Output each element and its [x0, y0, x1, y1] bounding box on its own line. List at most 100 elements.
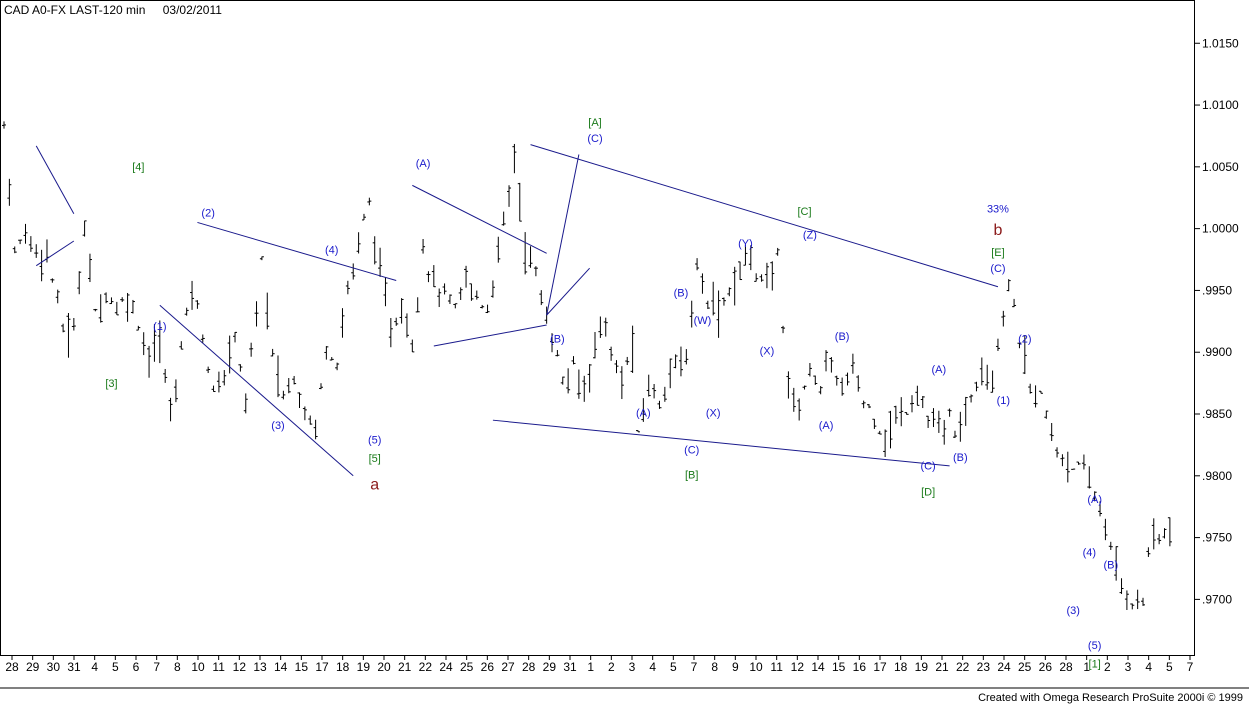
x-tick-label: 30 [47, 660, 61, 674]
wave-label: [E] [991, 247, 1004, 259]
wave-label: (Z) [803, 230, 817, 242]
wave-label: (B) [674, 288, 689, 300]
wave-label: (2) [1018, 333, 1031, 345]
x-tick-label: 1 [587, 660, 594, 674]
plot-frame [0, 0, 1195, 656]
x-tick-label: 26 [1039, 660, 1053, 674]
wave-label: (4) [325, 244, 338, 256]
wave-label: (B) [1103, 559, 1118, 571]
x-tick-label: 19 [915, 660, 929, 674]
y-tick-label: 1.0100 [1202, 98, 1239, 112]
x-tick-label: 7 [1187, 660, 1194, 674]
wave-label: (5) [368, 435, 381, 447]
wave-label: [D] [921, 487, 935, 499]
x-tick-label: 20 [377, 660, 391, 674]
x-tick-label: 29 [26, 660, 40, 674]
y-tick-label: 1.0150 [1202, 36, 1239, 50]
x-tick-label: 3 [1125, 660, 1132, 674]
trendline [35, 145, 75, 215]
x-tick-label: 22 [419, 660, 433, 674]
wave-label: (C) [587, 133, 602, 145]
x-tick-label: 21 [935, 660, 949, 674]
x-tick-label: 23 [977, 660, 991, 674]
x-tick-label: 28 [1059, 660, 1073, 674]
wave-label: (X) [706, 407, 721, 419]
x-tick-label: 26 [481, 660, 495, 674]
wave-label: (3) [1066, 605, 1079, 617]
x-tick-label: 18 [336, 660, 350, 674]
symbol-label: CAD A0-FX LAST-120 min [4, 3, 146, 17]
trendline [530, 144, 999, 288]
x-tick-label: 10 [749, 660, 763, 674]
wave-label: (3) [271, 420, 284, 432]
x-tick-label: 4 [1145, 660, 1152, 674]
wave-label: (2) [201, 207, 214, 219]
trendline [546, 267, 590, 316]
y-tick-label: 1.0050 [1202, 160, 1239, 174]
x-tick-label: 8 [711, 660, 718, 674]
x-tick-label: 4 [91, 660, 98, 674]
x-tick-label: 11 [770, 660, 783, 674]
wave-label: (Y) [738, 238, 753, 250]
x-tick-label: 14 [274, 660, 288, 674]
x-tick-label: 17 [873, 660, 887, 674]
x-tick-label: 7 [691, 660, 698, 674]
wave-label: (A) [819, 420, 834, 432]
x-tick-label: 12 [233, 660, 247, 674]
y-tick-label: .9750 [1202, 531, 1232, 545]
wave-label: (1) [153, 321, 166, 333]
x-tick-label: 21 [398, 660, 412, 674]
wave-label: (B) [550, 333, 565, 345]
x-tick-label: 24 [997, 660, 1011, 674]
wave-label: [3] [105, 378, 117, 390]
wave-label: 33% [987, 204, 1009, 216]
x-tick-label: 15 [295, 660, 309, 674]
wave-label: (5) [1088, 640, 1101, 652]
wave-label: (A) [932, 364, 947, 376]
x-tick-label: 11 [212, 660, 225, 674]
x-tick-label: 14 [811, 660, 825, 674]
x-tick-label: 4 [649, 660, 656, 674]
x-tick-label: 5 [1166, 660, 1173, 674]
chart-header: CAD A0-FX LAST-120 min 03/02/2011 [4, 3, 236, 17]
wave-label: (A) [1087, 494, 1102, 506]
x-tick-label: 25 [460, 660, 474, 674]
wave-label: a [370, 476, 379, 493]
x-tick-label: 25 [1018, 660, 1032, 674]
wave-label: (C) [684, 445, 699, 457]
y-tick-label: .9700 [1202, 592, 1232, 606]
x-tick-label: 28 [5, 660, 19, 674]
x-tick-label: 18 [894, 660, 908, 674]
x-tick-label: 7 [153, 660, 160, 674]
trendline [433, 324, 547, 347]
trendline [546, 154, 580, 316]
y-tick-label: .9950 [1202, 283, 1232, 297]
x-tick-label: 6 [133, 660, 140, 674]
x-tick-label: 13 [253, 660, 267, 674]
x-tick-label: 1 [1083, 660, 1090, 674]
x-tick-label: 19 [357, 660, 371, 674]
x-tick-label: 28 [522, 660, 536, 674]
wave-label: (B) [953, 452, 968, 464]
x-tick-label: 22 [956, 660, 970, 674]
wave-label: (W) [694, 315, 712, 327]
x-tick-label: 8 [174, 660, 181, 674]
x-tick-label: 29 [543, 660, 557, 674]
trendline [412, 184, 547, 254]
x-tick-label: 9 [732, 660, 739, 674]
trendline [197, 221, 397, 282]
trendline [492, 419, 950, 467]
wave-label: (1) [997, 395, 1010, 407]
wave-label: [B] [685, 469, 698, 481]
x-tick-label: 12 [791, 660, 805, 674]
x-tick-label: 2 [608, 660, 615, 674]
y-tick-label: .9900 [1202, 345, 1232, 359]
wave-label: (A) [636, 407, 651, 419]
wave-label: [5] [369, 453, 381, 465]
y-tick-label: .9850 [1202, 407, 1232, 421]
wave-label: (C) [920, 461, 935, 473]
x-tick-label: 10 [191, 660, 205, 674]
wave-label: (X) [760, 346, 775, 358]
x-tick-label: 17 [315, 660, 329, 674]
